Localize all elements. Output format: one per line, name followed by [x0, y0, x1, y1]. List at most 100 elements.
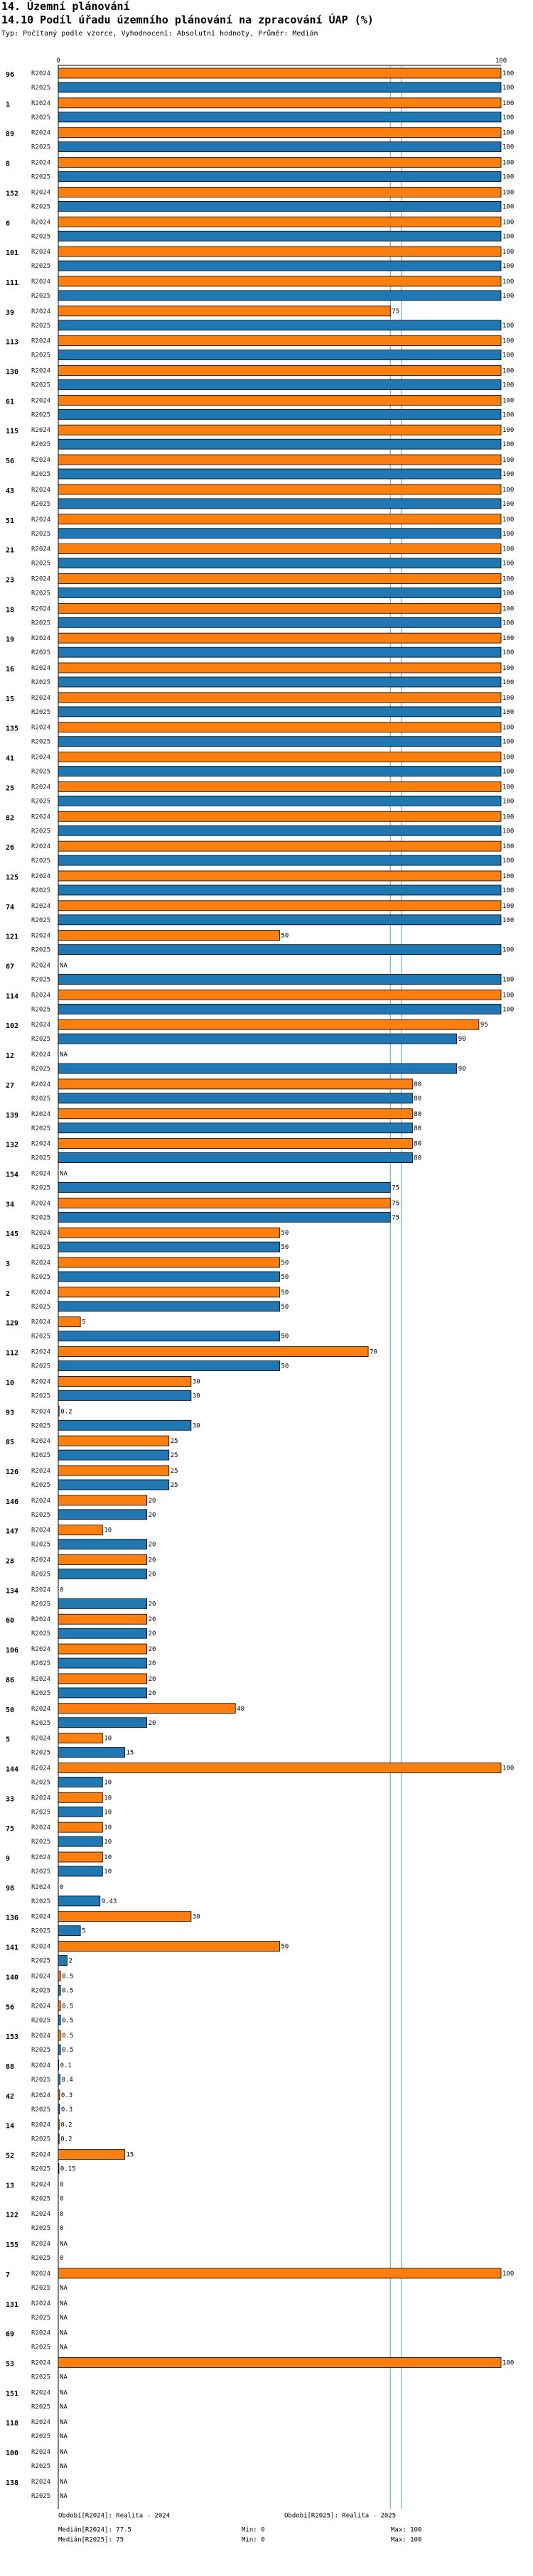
series-label: R2024: [31, 1378, 50, 1385]
series-label: R2025: [31, 1304, 50, 1311]
series-label: R2024: [31, 2241, 50, 2248]
bar: [58, 1211, 391, 1223]
data-label: 80: [414, 1095, 421, 1103]
series-label: R2025: [31, 174, 50, 181]
data-label: 25: [171, 1452, 178, 1459]
series-label: R2025: [31, 2315, 50, 2322]
group-label: 7: [6, 2271, 10, 2279]
data-label: 2: [68, 1958, 72, 1965]
bar: [58, 1138, 413, 1149]
series-label: R2024: [31, 1468, 50, 1475]
series-label: R2025: [31, 2077, 50, 2084]
bar: [58, 246, 502, 257]
group-label: 152: [6, 190, 18, 197]
group-label: 100: [6, 2450, 18, 2457]
data-label: 100: [502, 619, 514, 627]
group-label: 56: [6, 458, 14, 465]
series-label: R2024: [31, 2003, 50, 2010]
data-label: 0: [60, 1884, 63, 1891]
series-label: R2024: [31, 1260, 50, 1267]
series-label: R2025: [31, 2463, 50, 2470]
bar: [58, 870, 502, 882]
group-label: 75: [6, 1825, 14, 1833]
data-label: 100: [502, 769, 514, 776]
bar: [58, 230, 502, 242]
data-label: 100: [502, 487, 514, 494]
bar: [58, 676, 502, 688]
bar: [58, 1970, 61, 1981]
series-label: R2025: [31, 1958, 50, 1965]
series-label: R2025: [31, 2374, 50, 2381]
data-label: NA: [60, 2241, 68, 2248]
series-label: R2024: [31, 2152, 50, 2159]
data-label: 100: [502, 100, 514, 107]
median-r2025: Medián[R2025]: 75: [58, 2537, 124, 2544]
group-label: 21: [6, 547, 14, 555]
data-label: 10: [104, 1854, 112, 1861]
group-label: 154: [6, 1171, 18, 1179]
data-label: 50: [281, 1260, 289, 1267]
data-label: 100: [502, 590, 514, 597]
series-label: R2025: [31, 857, 50, 865]
group-label: 51: [6, 517, 14, 525]
page-title: 14. Územní plánování: [1, 0, 130, 13]
bar: [58, 914, 502, 926]
series-label: R2024: [31, 813, 50, 821]
series-label: R2024: [31, 1616, 50, 1623]
group-label: 41: [6, 755, 14, 763]
bar: [58, 2119, 60, 2131]
bar: [58, 365, 502, 376]
group-label: 96: [6, 71, 14, 79]
series-label: R2024: [31, 1200, 50, 1207]
data-label: 10: [104, 1527, 112, 1535]
data-label: 5: [82, 1928, 85, 1935]
series-label: R2024: [31, 2300, 50, 2307]
bar: [58, 335, 502, 347]
group-label: 8: [6, 161, 10, 168]
data-label: 20: [149, 1720, 156, 1727]
x-tick-label: 100: [495, 58, 507, 65]
data-label: 100: [502, 531, 514, 538]
series-label: R2024: [31, 338, 50, 345]
series-label: R2024: [31, 1230, 50, 1237]
data-label: 75: [392, 1200, 399, 1207]
bar: [58, 468, 502, 480]
bar: [58, 2357, 502, 2368]
series-label: R2025: [31, 828, 50, 835]
data-label: 50: [281, 1289, 289, 1297]
group-label: 151: [6, 2390, 18, 2398]
data-label: 10: [104, 1868, 112, 1876]
bar: [58, 1287, 280, 1298]
data-label: 20: [149, 1690, 156, 1697]
series-label: R2025: [31, 769, 50, 776]
data-label: 100: [502, 471, 514, 478]
bar: [58, 1346, 369, 1357]
data-label: 100: [502, 739, 514, 746]
group-label: 50: [6, 1706, 14, 1714]
group-label: 114: [6, 992, 18, 1000]
data-label: 0.2: [60, 2136, 72, 2143]
bar: [58, 1033, 458, 1044]
bar: [58, 454, 502, 465]
data-label: 80: [414, 1141, 421, 1148]
bar: [58, 692, 502, 703]
data-label: NA: [60, 2433, 68, 2440]
series-label: R2024: [31, 2389, 50, 2396]
series-label: R2025: [31, 1660, 50, 1667]
series-label: R2024: [31, 2359, 50, 2366]
data-label: 0.5: [62, 2017, 73, 2024]
data-label: 25: [171, 1468, 178, 1475]
series-label: R2025: [31, 1601, 50, 1608]
data-label: 20: [149, 1571, 156, 1579]
group-label: 16: [6, 666, 14, 673]
data-label: 25: [171, 1482, 178, 1489]
bar: [58, 1182, 391, 1193]
series-label: R2025: [31, 2285, 50, 2292]
data-label: 100: [502, 917, 514, 924]
bar: [58, 514, 502, 525]
data-label: 0: [60, 2181, 63, 2188]
data-label: 75: [392, 1184, 399, 1191]
data-label: 50: [281, 1230, 289, 1237]
series-label: R2025: [31, 1839, 50, 1846]
bar: [58, 1657, 147, 1669]
